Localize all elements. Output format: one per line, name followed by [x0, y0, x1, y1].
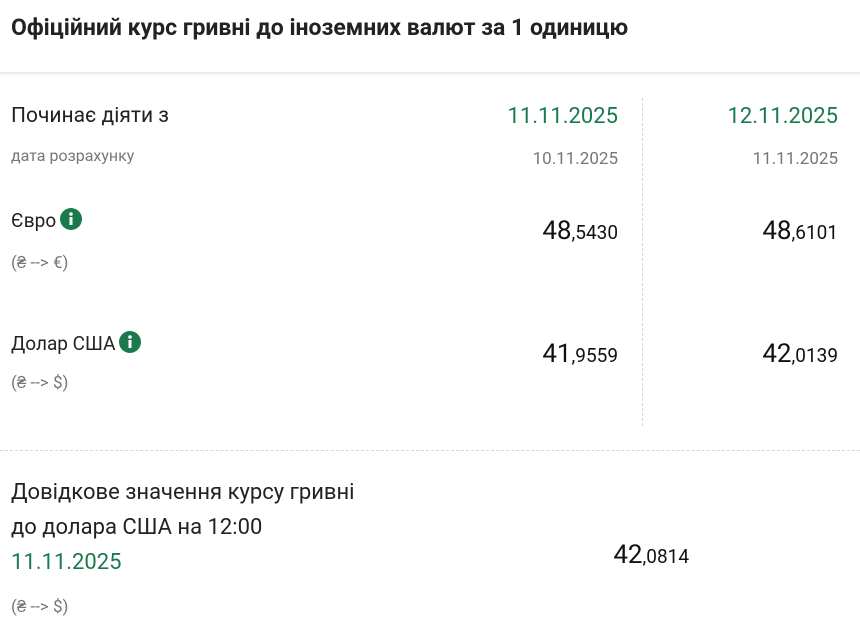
currency-row: Долар США [11, 331, 142, 355]
effective-date: 11.11.2025 [507, 104, 618, 129]
effective-date: 12.11.2025 [727, 104, 838, 129]
page-title: Офіційний курс гривні до іноземних валют… [11, 14, 629, 41]
effective-label: Починає діяти з [11, 104, 169, 128]
rate: 41,9559 [542, 339, 618, 369]
reference-date: 11.11.2025 [11, 550, 122, 575]
calc-label: дата розрахунку [11, 146, 135, 165]
rate-frac: ,0814 [642, 545, 689, 568]
header-shadow [0, 72, 860, 76]
rate-frac: ,5430 [571, 221, 618, 244]
rate-int: 48 [542, 216, 572, 246]
rate-frac: ,6101 [791, 221, 838, 244]
info-icon[interactable] [60, 208, 83, 230]
rate-int: 42 [613, 540, 643, 570]
currency-row: Євро [11, 208, 83, 232]
direction: (₴ --> €) [11, 253, 69, 273]
direction: (₴ --> $) [11, 597, 69, 617]
direction: (₴ --> $) [11, 373, 69, 393]
rate-frac: ,9559 [571, 344, 618, 367]
rate: 42,0139 [762, 339, 838, 369]
rate: 42,0814 [613, 540, 689, 570]
reference-line: до долара США на 12:00 [11, 515, 263, 540]
calc-date: 10.11.2025 [532, 149, 618, 169]
rate: 48,6101 [762, 216, 838, 246]
rate-int: 41 [542, 339, 572, 369]
section-divider [0, 450, 860, 451]
info-icon[interactable] [119, 331, 142, 353]
rate: 48,5430 [542, 216, 618, 246]
reference-line: Довідкове значення курсу гривні [11, 480, 355, 505]
rate-frac: ,0139 [791, 344, 838, 367]
column-divider [642, 98, 643, 426]
currency-name: Долар США [11, 332, 116, 355]
calc-date: 11.11.2025 [752, 149, 838, 169]
rate-int: 48 [762, 216, 792, 246]
currency-name: Євро [11, 209, 57, 232]
rate-int: 42 [762, 339, 792, 369]
